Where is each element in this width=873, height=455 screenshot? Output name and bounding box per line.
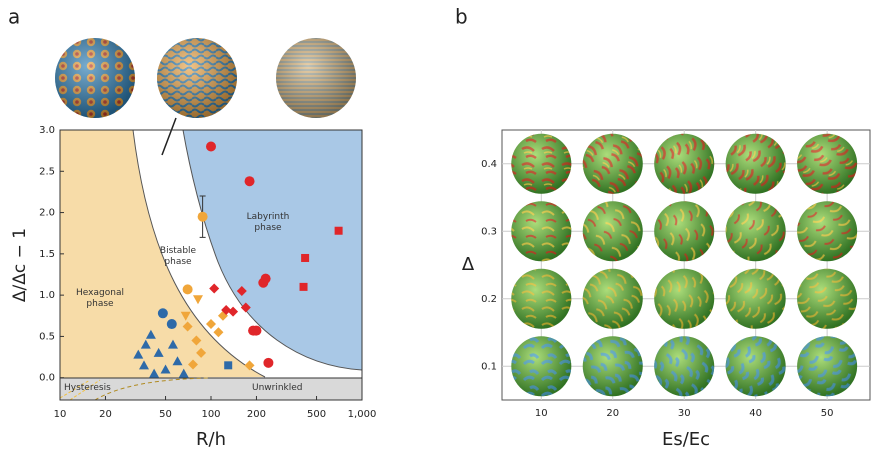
- point: [299, 282, 308, 291]
- sphere-shade: [582, 268, 643, 329]
- point: [178, 368, 189, 378]
- y-tick-label: 0.0: [39, 373, 55, 384]
- point: [209, 283, 220, 294]
- point: [153, 347, 164, 357]
- panel-label: a: [8, 5, 20, 29]
- sphere-shade: [582, 133, 643, 194]
- point: [167, 339, 178, 349]
- point: [213, 327, 224, 338]
- point: [133, 349, 144, 359]
- x-tick-label: 50: [159, 409, 172, 420]
- sphere-shade: [582, 336, 643, 397]
- x-tick-label: 500: [307, 409, 326, 420]
- y-tick-label: 0.5: [39, 331, 55, 342]
- sphere-shade: [725, 268, 786, 329]
- x-tick-label: 1,000: [348, 409, 377, 420]
- point: [258, 277, 269, 288]
- x-tick-label: 30: [678, 408, 691, 419]
- y-axis-label: Δ/Δc − 1: [10, 228, 30, 302]
- point: [197, 211, 208, 222]
- x-tick-label: 40: [749, 408, 762, 419]
- y-tick-label: 1.0: [39, 290, 55, 301]
- point: [221, 305, 232, 315]
- point: [149, 368, 160, 378]
- region-label: Unwrinkled: [252, 383, 303, 393]
- x-tick-label: 10: [535, 408, 548, 419]
- y-tick-label: 3.0: [39, 125, 55, 136]
- x-tick-label: 10: [54, 409, 67, 420]
- point: [251, 325, 262, 336]
- point: [140, 339, 151, 349]
- point: [196, 347, 207, 358]
- region-label: Labyrinth phase: [246, 212, 290, 233]
- point: [188, 359, 199, 370]
- point: [166, 319, 177, 330]
- sphere-thumbnails: [55, 38, 356, 118]
- point: [180, 311, 191, 321]
- point: [139, 360, 150, 370]
- y-tick-label: 2.0: [39, 208, 55, 219]
- sphere-shade: [511, 268, 572, 329]
- point: [182, 284, 193, 295]
- point: [157, 308, 168, 319]
- sphere-shade: [511, 133, 572, 194]
- sphere-shade: [797, 268, 858, 329]
- point: [160, 364, 171, 374]
- point: [182, 321, 193, 332]
- x-tick-label: 100: [201, 409, 220, 420]
- sphere-shade: [797, 201, 858, 262]
- sphere-shade: [725, 133, 786, 194]
- sphere-shade: [511, 201, 572, 262]
- point: [236, 286, 247, 297]
- region-label: Hexagonal phase: [76, 288, 124, 309]
- y-tick-label: 1.5: [39, 249, 55, 260]
- point: [301, 253, 310, 262]
- y-tick-label: 0.2: [481, 294, 497, 305]
- sphere-shade: [654, 268, 715, 329]
- sphere-shade: [725, 201, 786, 262]
- sphere-shade: [725, 336, 786, 397]
- sphere-shade: [797, 133, 858, 194]
- x-axis-label: Es/Ec: [662, 429, 710, 450]
- sphere-shade: [654, 201, 715, 262]
- x-tick-label: 20: [606, 408, 619, 419]
- point: [145, 329, 156, 339]
- y-tick-label: 0.1: [481, 361, 497, 372]
- sphere-shade: [654, 133, 715, 194]
- y-tick-label: 0.3: [481, 226, 497, 237]
- point: [244, 360, 255, 371]
- point: [334, 226, 343, 235]
- x-tick-label: 200: [247, 409, 266, 420]
- x-tick-label: 50: [821, 408, 834, 419]
- phase-regions: [59, 117, 363, 401]
- region-label: Hysteresis: [64, 383, 111, 393]
- point: [263, 357, 274, 368]
- point: [228, 306, 239, 317]
- x-axis-label: R/h: [196, 429, 226, 450]
- sphere-shade: [797, 336, 858, 397]
- sphere-shade: [582, 201, 643, 262]
- x-tick-label: 20: [99, 409, 112, 420]
- point: [192, 295, 203, 305]
- panel-label: b: [455, 5, 468, 29]
- sphere-shade: [511, 336, 572, 397]
- point: [240, 302, 251, 313]
- point: [206, 141, 216, 152]
- y-tick-label: 0.4: [481, 159, 497, 170]
- sphere-shade: [654, 336, 715, 397]
- y-tick-label: 2.5: [39, 166, 55, 177]
- y-axis-label: Δ: [462, 254, 475, 275]
- region-label: Bistable phase: [159, 246, 197, 267]
- point: [206, 319, 216, 330]
- point: [191, 335, 202, 346]
- point: [224, 361, 233, 370]
- point: [244, 176, 255, 187]
- point: [172, 356, 183, 366]
